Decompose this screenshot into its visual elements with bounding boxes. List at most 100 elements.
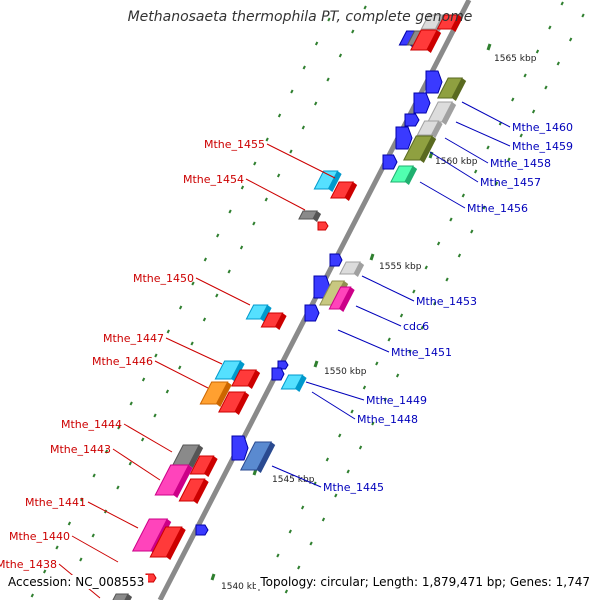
scale-tick [30, 593, 34, 598]
scale-tick [252, 221, 256, 226]
gene-feature-side [312, 211, 322, 222]
scale-tick [445, 277, 449, 282]
right-label-leader [355, 305, 402, 327]
left-label-leader [266, 143, 336, 179]
scale-tick [55, 545, 59, 550]
gene-label-right: Mthe_1456 [467, 202, 528, 215]
scale-tick [190, 341, 194, 346]
scale-tick [474, 169, 478, 174]
left-label-leader [112, 448, 161, 481]
scale-tick [511, 97, 515, 102]
scale-tick [399, 313, 404, 318]
gene-label-left: Mthe_1446 [92, 355, 153, 368]
scale-tick [239, 245, 244, 250]
scale-tick [300, 505, 305, 510]
scale-tick [92, 473, 96, 478]
scale-tick [264, 197, 268, 202]
gene-label-right: Mthe_1451 [391, 346, 452, 359]
scale-tick [457, 253, 462, 258]
scale-tick [581, 13, 585, 18]
scale-tick [556, 61, 560, 66]
scale-tick [288, 529, 292, 534]
gene-label-left: Mthe_1447 [103, 332, 164, 345]
gene-feature-side [419, 136, 437, 163]
major-scale-tick [369, 253, 375, 261]
gene-arrow-blue [425, 70, 443, 94]
gene-features [112, 14, 467, 600]
gene-feature-side [426, 30, 442, 53]
scale-label: 1540 kbp [221, 582, 264, 592]
gene-feature-side [256, 442, 276, 473]
scale-tick [80, 497, 84, 502]
gene-feature-side [260, 305, 272, 322]
scale-tick [203, 257, 208, 262]
gene-feature-side [295, 375, 307, 392]
scale-tick [321, 517, 326, 522]
scale-tick [191, 281, 195, 286]
right-label-leader [444, 137, 489, 164]
gene-label-right: Mthe_1445 [323, 481, 384, 494]
scale-tick [544, 85, 548, 90]
scale-tick [154, 353, 158, 358]
scale-tick [326, 77, 330, 82]
scale-label: 1545 kbp [272, 475, 315, 485]
right-label-leader [429, 151, 479, 183]
scale-tick [568, 37, 573, 42]
scale-label: 1550 kbp [324, 367, 367, 377]
right-label-leader [461, 101, 511, 128]
scale-tick [228, 209, 232, 214]
scale-tick [309, 541, 313, 546]
scale-tick [424, 265, 428, 270]
scale-tick [375, 361, 379, 366]
scale-tick [531, 109, 536, 114]
scale-tick [433, 301, 437, 306]
scale-tick [346, 469, 350, 474]
scale-tick [265, 137, 269, 142]
gene-label-right: cdc6 [403, 320, 429, 333]
scale-tick [301, 125, 305, 130]
right-label-leader [455, 121, 511, 147]
scale-tick [327, 17, 331, 22]
gene-label-left: Mthe_1455 [204, 138, 265, 151]
scale-tick [338, 433, 342, 438]
gene-labels: Mthe_1455 Mthe_1454 Mthe_1450 Mthe_1447 Mthe… [0, 121, 573, 571]
gene-label-right: Mthe_1457 [480, 176, 541, 189]
left-label-leader [195, 277, 251, 306]
gene-arrow-blue [195, 524, 209, 536]
scale-labels: 1565 kbp 1560 kbp 1555 kbp 1550 kbp 1545 kbp… [221, 54, 537, 592]
gene-feature-side [204, 456, 218, 477]
scale-tick [334, 493, 338, 498]
scale-tick [371, 421, 375, 426]
gene-feature-side [124, 594, 133, 600]
scale-tick [240, 185, 245, 190]
gene-feature-side [339, 287, 355, 312]
scale-tick [395, 373, 400, 378]
scale-tick [338, 53, 343, 58]
gene-label-left: Mthe_1450 [133, 272, 194, 285]
scale-tick [560, 1, 564, 6]
gene-feature-side [193, 479, 209, 504]
major-scale-tick [313, 360, 319, 368]
gene-arrow-blue [404, 113, 420, 127]
scale-tick [290, 89, 294, 94]
scale-tick [486, 145, 490, 150]
scale-tick [412, 289, 416, 294]
gene-arrow-blue [382, 154, 398, 170]
gene-feature-side [173, 465, 193, 498]
genome-summary-text: Topology: circular; Length: 1,879,471 bp… [256, 575, 590, 589]
gene-label-left: Mthe_1444 [61, 418, 122, 431]
gene-feature-side [404, 166, 418, 185]
gene-label-right: Mthe_1460 [512, 121, 573, 134]
major-scale-tick [210, 573, 216, 581]
scale-tick [141, 377, 146, 382]
left-label-leader [123, 423, 173, 453]
gene-arrow-blue [413, 92, 431, 114]
scale-tick [350, 409, 354, 414]
right-label-leader [419, 181, 466, 209]
scale-tick [297, 565, 301, 570]
scale-tick [253, 161, 257, 166]
gene-arrow-red [317, 221, 329, 231]
left-label-leader [154, 360, 209, 389]
scale-tick [91, 533, 95, 538]
